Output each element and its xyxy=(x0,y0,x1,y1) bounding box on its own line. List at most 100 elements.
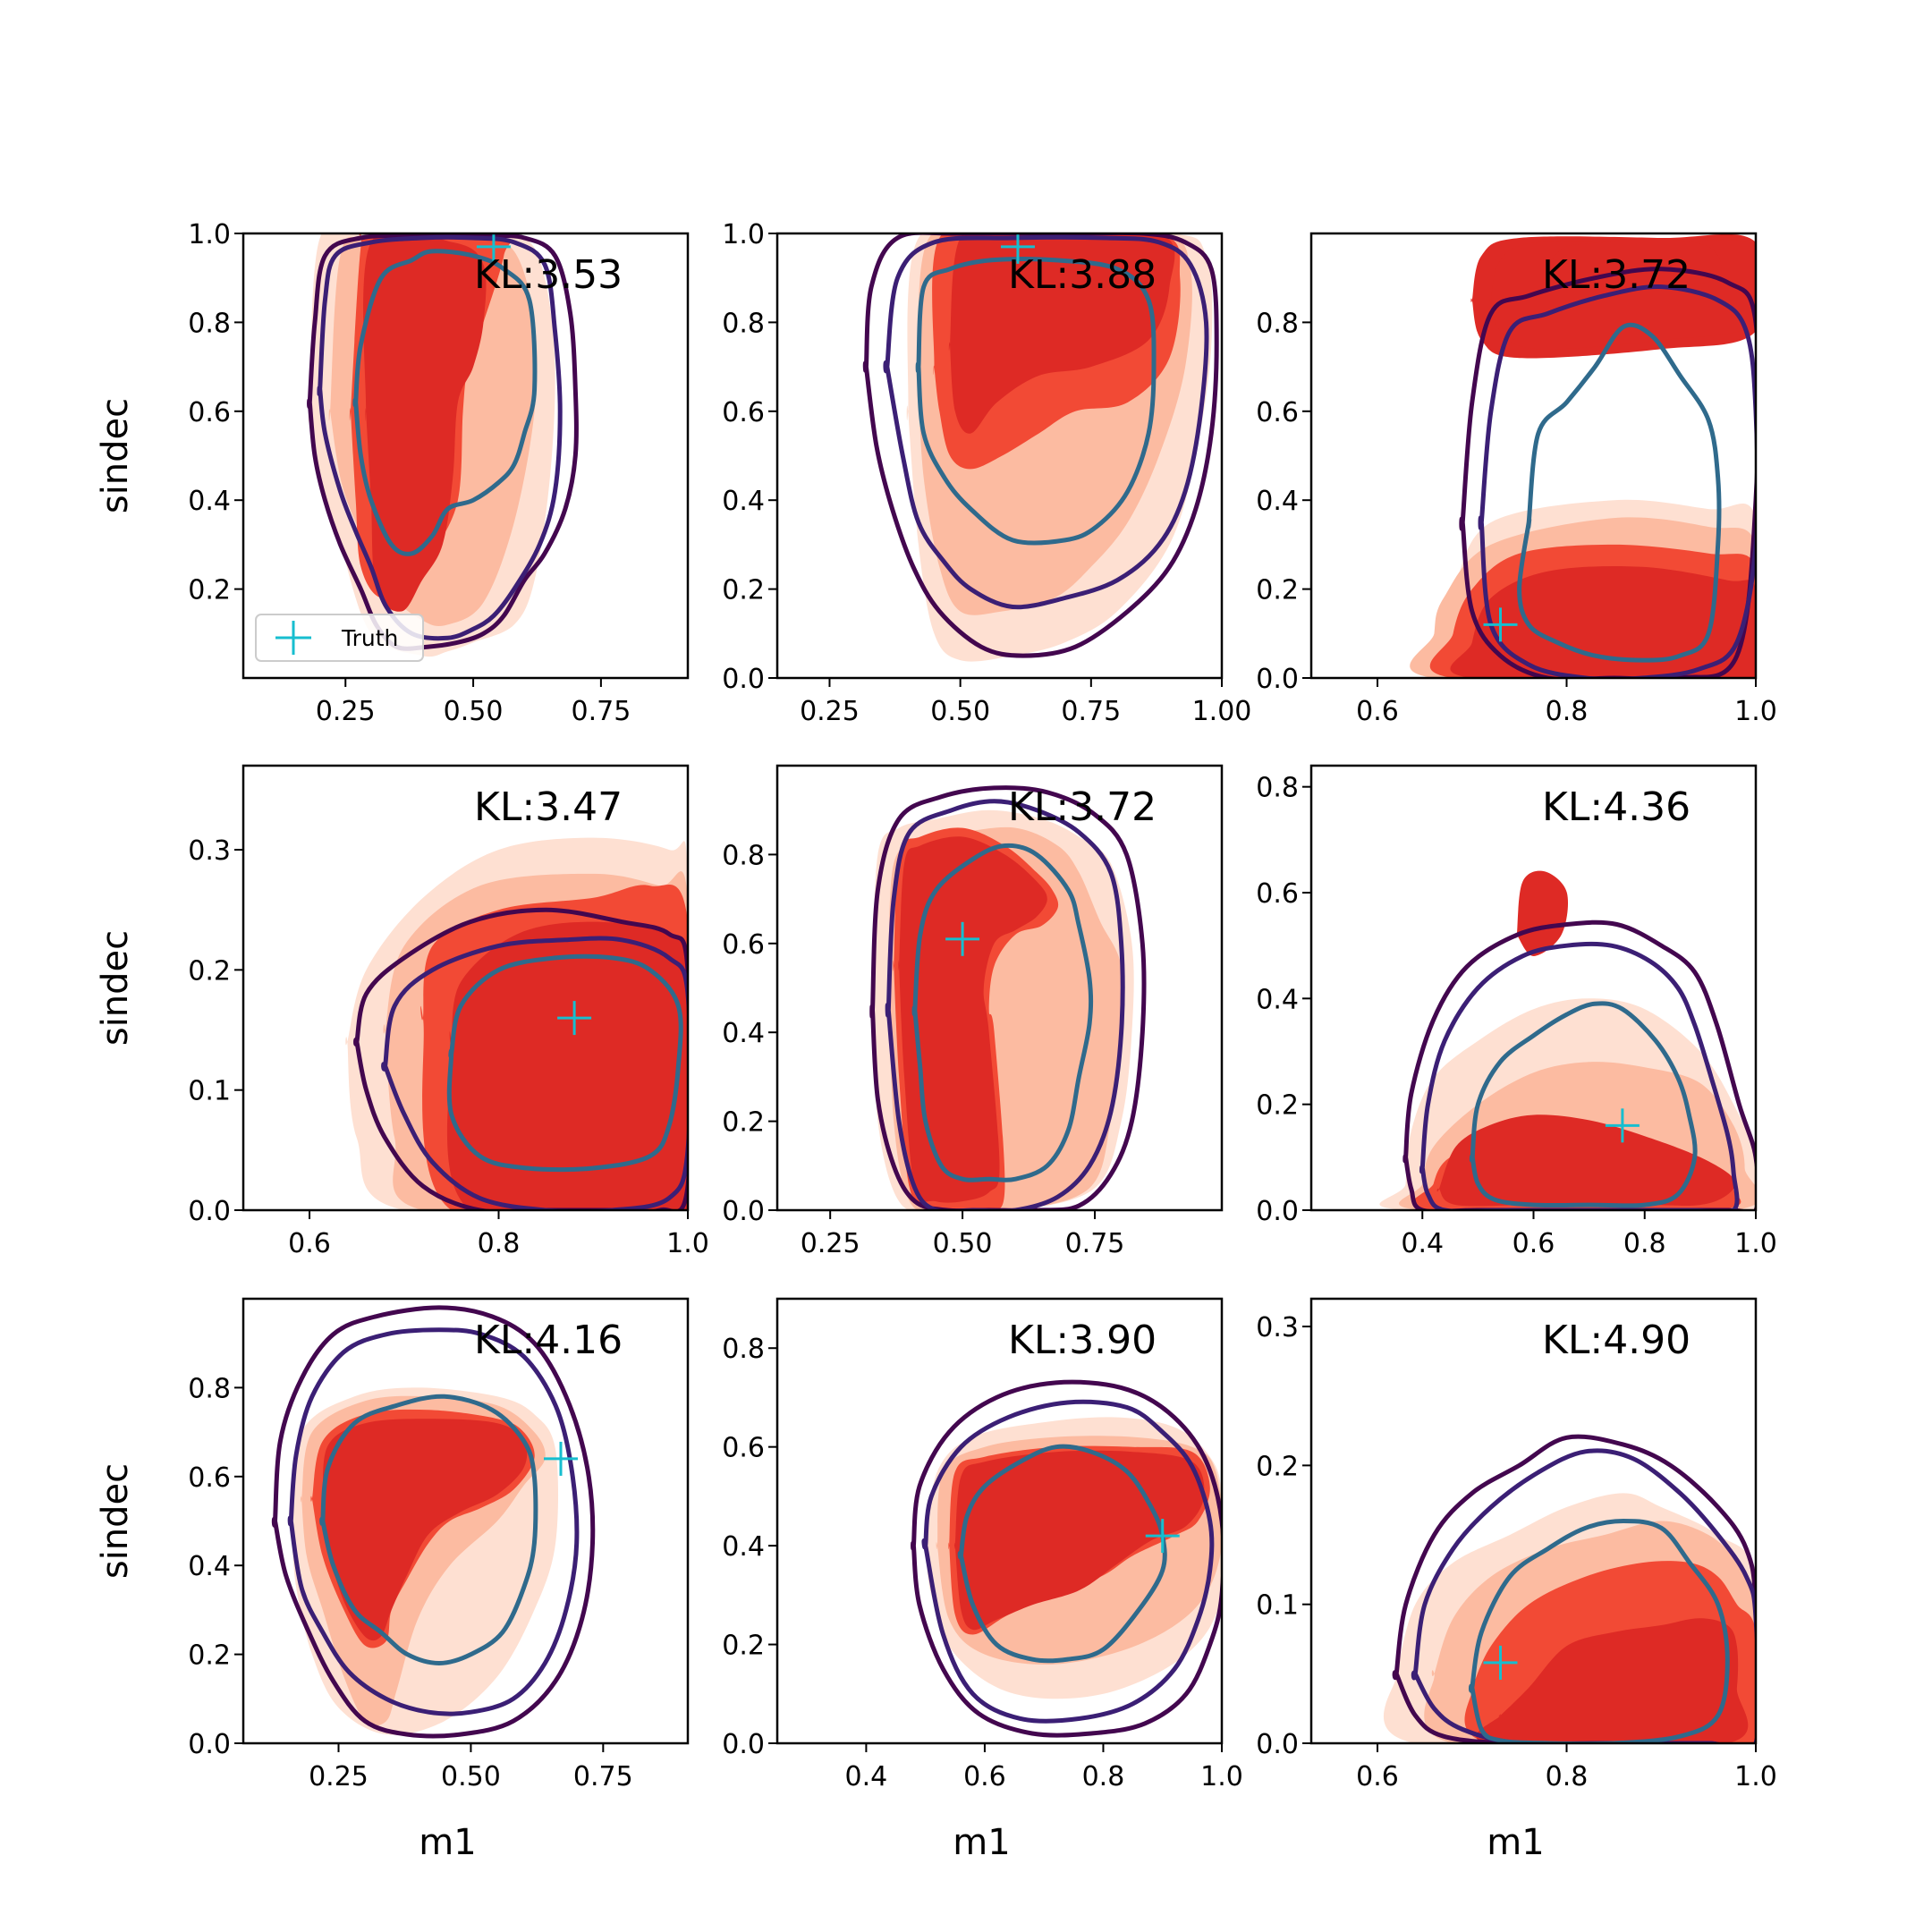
kl-annotation: KL:3.47 xyxy=(474,784,623,830)
y-tick-label: 0.4 xyxy=(188,486,231,517)
plot-area xyxy=(777,766,1222,1210)
x-tick-label: 0.8 xyxy=(1623,1228,1666,1259)
posterior-3sigma-contour xyxy=(1392,1434,1756,1743)
y-tick-label: 0.8 xyxy=(722,308,765,339)
reference-density-level-7 xyxy=(1545,237,1722,288)
y-tick-label: 1.0 xyxy=(188,219,231,250)
x-axis-label: m1 xyxy=(1487,1822,1544,1863)
x-tick-label: 0.8 xyxy=(1082,1761,1125,1792)
subplot-8: 0.4 0.6 0.8 1.0 0.0 0.2 0.4 0.6 0.8 KL:3.90 m1 xyxy=(722,1297,1243,1863)
subplot-5: 0.25 0.50 0.75 0.0 0.2 0.4 0.6 0.8 KL:3.72 xyxy=(722,764,1224,1259)
kl-annotation: KL:3.53 xyxy=(474,252,623,298)
x-tick-label: 0.50 xyxy=(933,1228,993,1259)
posterior-1sigma-contour xyxy=(352,249,538,556)
x-tick-label: 0.4 xyxy=(1401,1228,1444,1259)
posterior-3sigma-contour xyxy=(1459,267,1756,678)
y-tick-label: 0.8 xyxy=(722,1334,765,1365)
posterior-2sigma-contour xyxy=(1411,1448,1756,1743)
posterior-3sigma-contour xyxy=(271,1305,596,1739)
posterior-1sigma-contour xyxy=(1468,1519,1730,1743)
y-tick-label: 0.2 xyxy=(188,955,231,987)
x-tick-label: 0.6 xyxy=(1356,696,1399,727)
x-tick-label: 0.6 xyxy=(288,1228,331,1259)
subplot-6: 0.4 0.6 0.8 1.0 0.0 0.2 0.4 0.6 0.8 KL:4.36 xyxy=(1256,764,1777,1259)
reference-density-level-4 xyxy=(446,921,688,1210)
y-tick-label: 0.2 xyxy=(722,1107,765,1139)
posterior-1sigma-contour xyxy=(1517,322,1722,663)
plot-area xyxy=(1311,233,1756,678)
axes-frame xyxy=(242,764,690,1212)
reference-density-level-4 xyxy=(1436,1114,1736,1207)
y-tick-label: 0.8 xyxy=(1256,773,1299,804)
truth-marker xyxy=(557,1001,592,1036)
axes-frame xyxy=(242,232,690,680)
kl-annotation: KL:4.16 xyxy=(474,1318,623,1363)
posterior-3sigma-contour xyxy=(869,785,1147,1210)
truth-marker xyxy=(1483,1645,1518,1680)
y-tick-label: 0.3 xyxy=(1256,1312,1299,1343)
posterior-2sigma-contour xyxy=(1419,941,1740,1210)
plot-area xyxy=(777,233,1222,678)
plot-area xyxy=(243,766,688,1210)
posterior-1sigma-contour xyxy=(915,257,1157,546)
posterior-2sigma-contour xyxy=(921,1399,1215,1724)
x-tick-label: 0.75 xyxy=(1061,696,1121,727)
kl-annotation: KL:3.72 xyxy=(1542,252,1690,298)
y-tick-label: 0.2 xyxy=(1256,575,1299,606)
posterior-2sigma-contour xyxy=(381,936,688,1210)
y-tick-label: 0.4 xyxy=(1256,984,1299,1015)
legend: Truth xyxy=(255,614,424,662)
y-tick-label: 0.8 xyxy=(188,1373,231,1404)
axes-frame xyxy=(775,764,1224,1212)
plot-area xyxy=(777,1299,1222,1743)
y-tick-label: 1.0 xyxy=(722,219,765,250)
subplot-9: 0.6 0.8 1.0 0.0 0.1 0.2 0.3 KL:4.90 m1 xyxy=(1256,1297,1777,1863)
y-tick-label: 0.0 xyxy=(1256,1196,1299,1227)
y-tick-label: 0.2 xyxy=(1256,1090,1299,1122)
x-axis-label: m1 xyxy=(419,1822,476,1863)
x-tick-label: 0.25 xyxy=(309,1761,369,1792)
y-tick-label: 0.6 xyxy=(722,1433,765,1464)
axes-frame xyxy=(1309,1297,1758,1745)
x-tick-label: 0.4 xyxy=(845,1761,888,1792)
truth-marker xyxy=(1145,1519,1180,1554)
y-tick-label: 0.3 xyxy=(188,835,231,867)
kl-annotation: KL:4.90 xyxy=(1542,1318,1690,1363)
x-tick-label: 0.50 xyxy=(444,696,504,727)
x-tick-label: 0.50 xyxy=(930,696,990,727)
truth-marker xyxy=(945,921,980,956)
reference-density-level-4 xyxy=(363,233,487,612)
x-tick-label: 0.8 xyxy=(1546,1761,1589,1792)
legend-label: Truth xyxy=(341,625,398,651)
posterior-2sigma-contour xyxy=(1478,284,1756,678)
x-tick-label: 0.25 xyxy=(801,1228,860,1259)
truth-marker xyxy=(1000,233,1035,264)
x-tick-label: 1.0 xyxy=(1734,1228,1777,1259)
y-tick-label: 0.6 xyxy=(1256,878,1299,910)
y-tick-label: 0.4 xyxy=(188,1551,231,1582)
x-tick-label: 1.00 xyxy=(1192,696,1252,727)
subplot-1: 0.25 0.50 0.75 0.2 0.4 0.6 0.8 1.0 KL:3.53 sindec… xyxy=(95,219,690,727)
x-tick-label: 0.75 xyxy=(1065,1228,1125,1259)
y-axis-label: sindec xyxy=(95,1463,136,1579)
plot-area xyxy=(243,1299,688,1743)
y-tick-label: 0.4 xyxy=(722,1018,765,1049)
x-tick-label: 0.50 xyxy=(441,1761,501,1792)
plot-area xyxy=(243,233,688,678)
posterior-1sigma-contour xyxy=(911,843,1094,1182)
subplot-7: 0.25 0.50 0.75 0.0 0.2 0.4 0.6 0.8 KL:4.16 sindec… xyxy=(95,1297,690,1863)
posterior-3sigma-contour xyxy=(911,1379,1222,1738)
reference-density-level-4 xyxy=(1450,566,1756,678)
x-tick-label: 1.0 xyxy=(666,1228,709,1259)
x-tick-label: 0.25 xyxy=(316,696,376,727)
y-tick-label: 0.0 xyxy=(1256,1729,1299,1760)
y-tick-label: 0.4 xyxy=(722,1531,765,1563)
x-tick-label: 0.6 xyxy=(1513,1228,1555,1259)
kl-annotation: KL:4.36 xyxy=(1542,784,1690,830)
reference-density-level-4 xyxy=(322,1419,528,1641)
y-tick-label: 0.0 xyxy=(188,1196,231,1227)
axes-frame xyxy=(775,232,1224,680)
plot-area xyxy=(1311,1299,1756,1743)
subplot-2: 0.25 0.50 0.75 1.00 0.0 0.2 0.4 0.6 0.8 1.0 KL:3.8… xyxy=(722,219,1251,727)
